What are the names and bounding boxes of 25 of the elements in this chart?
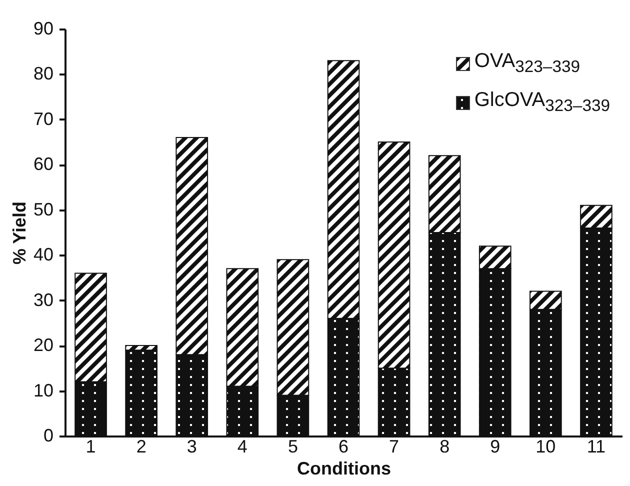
y-tick-label: 10 (33, 380, 54, 400)
y-axis-title: % Yield (9, 201, 30, 265)
x-axis-title: Conditions (297, 458, 391, 478)
y-tick-label: 70 (33, 108, 54, 129)
y-tick-label: 50 (33, 199, 54, 220)
x-tick-label: 8 (440, 436, 450, 456)
x-tick-label: 4 (237, 436, 248, 456)
x-tick-label: 10 (536, 436, 556, 456)
y-tick-label: 40 (33, 244, 54, 265)
y-tick-label: 90 (33, 18, 54, 38)
x-tick-label: 7 (389, 436, 400, 456)
x-tick-label: 9 (490, 436, 500, 456)
legend-label: GlcOVA$_{323–339}$ (474, 89, 610, 116)
x-tick-label: 3 (186, 436, 197, 456)
y-tick-label: 0 (43, 426, 54, 446)
y-tick-label: 20 (33, 335, 54, 356)
y-tick-label: 80 (33, 64, 54, 84)
y-tick-label: 60 (33, 154, 54, 174)
x-tick-label: 11 (586, 436, 606, 456)
x-tick-label: 1 (86, 436, 96, 456)
x-tick-label: 6 (338, 436, 349, 456)
legend-label: OVA$_{323–339}$ (474, 50, 580, 77)
x-tick-label: 5 (288, 436, 298, 456)
y-tick-label: 30 (33, 290, 54, 310)
x-tick-label: 2 (136, 436, 146, 456)
